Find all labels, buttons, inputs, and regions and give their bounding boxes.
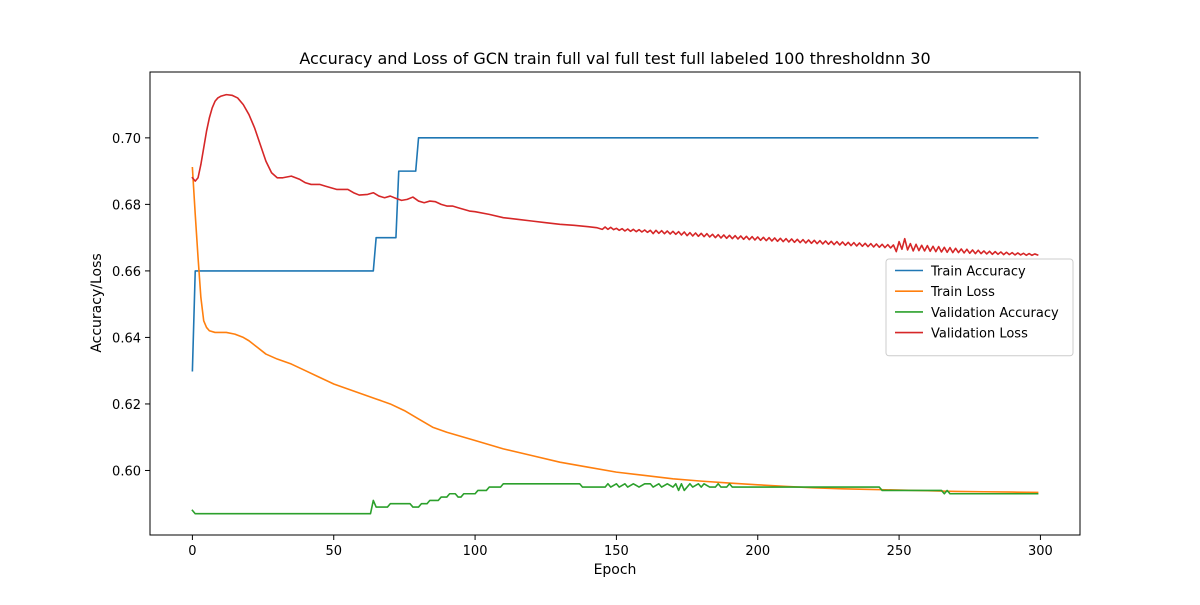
y-tick-label: 0.68 (112, 198, 141, 213)
legend: Train Accuracy Train Loss Validation Accur… (885, 258, 1074, 357)
legend-label: Validation Accuracy (931, 306, 1059, 321)
series-layer (191, 93, 1039, 515)
legend-label: Validation Loss (931, 327, 1028, 342)
plot-frame (149, 71, 1081, 536)
axes-layer: 0 50 100 150 200 250 300 0.60 0.62 0.64 0.66 0.68 0.… (112, 71, 1081, 559)
y-tick-label: 0.70 (112, 132, 141, 147)
legend-label: Train Loss (930, 285, 995, 300)
series-line-0 (191, 137, 1039, 372)
x-tick-label: 0 (188, 544, 196, 559)
x-tick-label: 100 (463, 544, 488, 559)
x-tick-label: 300 (1028, 544, 1053, 559)
legend-box (885, 258, 1074, 357)
y-tick-label: 0.66 (112, 265, 141, 280)
x-axis-label: Epoch (594, 562, 637, 578)
y-axis-label: Accuracy/Loss (89, 253, 105, 352)
chart-title: Accuracy and Loss of GCN train full val … (299, 49, 930, 68)
y-tick-label: 0.64 (112, 331, 141, 346)
x-tick-label: 150 (604, 544, 629, 559)
x-tick-label: 50 (325, 544, 342, 559)
x-tick-label: 250 (887, 544, 912, 559)
x-tick-label: 200 (745, 544, 770, 559)
series-line-2 (191, 482, 1039, 515)
y-tick-label: 0.60 (112, 464, 141, 479)
legend-label: Train Accuracy (930, 265, 1026, 280)
y-tick-label: 0.62 (112, 398, 141, 413)
series-line-3 (191, 93, 1039, 257)
